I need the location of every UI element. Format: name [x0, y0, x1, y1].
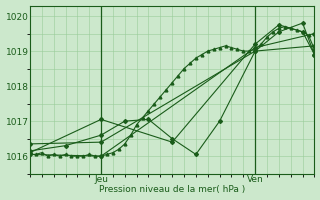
X-axis label: Pression niveau de la mer( hPa ): Pression niveau de la mer( hPa ) — [99, 185, 245, 194]
